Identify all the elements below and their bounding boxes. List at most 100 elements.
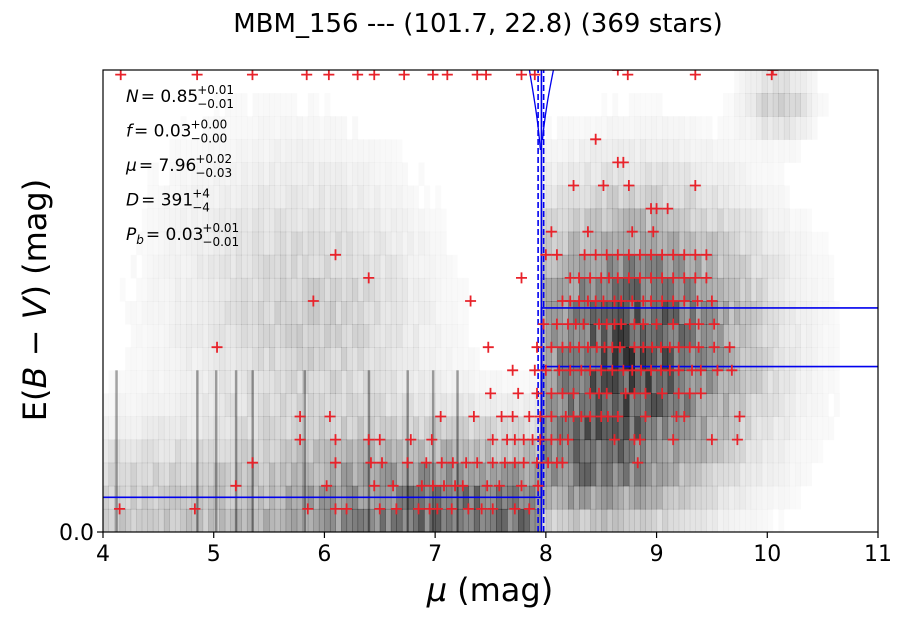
density-cell — [424, 277, 431, 302]
density-cell — [507, 416, 514, 441]
density-cell — [446, 278, 452, 302]
density-cell — [767, 462, 774, 487]
density-cell — [562, 208, 569, 233]
density-cell — [424, 186, 430, 210]
density-cell — [191, 162, 198, 186]
density-cell — [341, 116, 347, 140]
density-cell — [346, 393, 353, 417]
density-cell — [706, 416, 713, 441]
density-cell — [568, 301, 575, 325]
density-cell — [252, 231, 259, 256]
density-cell — [180, 393, 187, 417]
density-cell — [252, 439, 259, 464]
density-cell — [341, 462, 348, 487]
star-marker — [431, 503, 443, 515]
density-cell — [673, 370, 680, 394]
density-cell — [235, 185, 242, 210]
density-cell — [783, 416, 790, 441]
density-cell — [341, 393, 348, 417]
density-cell — [662, 116, 669, 140]
density-cell — [556, 370, 563, 394]
density-cell — [191, 416, 198, 441]
density-cell — [595, 508, 602, 532]
density-cell — [623, 116, 629, 140]
density-cell — [335, 277, 342, 302]
density-cell — [551, 208, 558, 233]
density-cell — [435, 209, 441, 233]
star-marker — [553, 364, 565, 376]
density-cell — [612, 439, 619, 464]
density-cell — [574, 139, 580, 163]
density-cell — [628, 347, 635, 371]
density-cell — [318, 439, 325, 464]
density-cell — [246, 254, 253, 279]
density-cell — [562, 277, 569, 302]
star-marker — [590, 133, 602, 145]
density-cell — [357, 254, 364, 279]
density-cell — [352, 462, 359, 487]
density-cell — [590, 254, 597, 279]
star-marker — [189, 503, 201, 515]
density-cell — [750, 439, 757, 464]
density-cell — [783, 93, 790, 117]
density-cell — [590, 185, 597, 210]
density-cell — [307, 462, 314, 487]
density-cell — [762, 139, 768, 163]
density-cell — [645, 231, 652, 256]
density-cell — [358, 139, 364, 163]
x-tick-label: 7 — [428, 542, 442, 567]
density-cell — [568, 254, 575, 279]
density-cell — [728, 277, 735, 302]
density-cell — [789, 486, 795, 510]
density-cell — [191, 277, 198, 302]
density-cell — [728, 208, 735, 233]
density-cell — [440, 393, 447, 417]
density-cell — [501, 462, 508, 487]
density-cell — [142, 255, 148, 279]
density-cell — [745, 208, 752, 233]
density-cell — [202, 231, 209, 256]
density-cell — [617, 347, 624, 371]
density-cell — [612, 231, 619, 256]
density-cell — [285, 185, 292, 210]
density-cell — [789, 393, 796, 417]
density-cell — [562, 324, 569, 348]
density-cell — [617, 277, 624, 302]
density-cell — [711, 393, 718, 417]
density-cell — [740, 509, 746, 533]
density-cell — [263, 254, 270, 279]
density-cell — [103, 439, 110, 464]
density-cell — [274, 439, 281, 464]
density-cell — [424, 439, 431, 464]
density-cell — [584, 231, 591, 256]
density-cell — [158, 416, 165, 441]
density-cell — [186, 416, 193, 441]
density-cell — [783, 277, 790, 302]
density-cell — [329, 231, 336, 256]
density-cell — [579, 231, 586, 256]
star-marker — [645, 249, 657, 261]
density-cell — [651, 185, 658, 210]
density-cell — [595, 139, 602, 163]
density-cell — [606, 116, 613, 140]
density-cell — [230, 277, 237, 302]
density-cell — [307, 370, 314, 394]
density-cell — [335, 393, 342, 417]
density-cell — [418, 231, 425, 256]
density-cell — [556, 254, 563, 279]
density-cell — [324, 393, 331, 417]
density-cell — [634, 416, 641, 441]
density-cell — [208, 324, 215, 348]
density-cell — [213, 162, 220, 186]
star-marker — [634, 272, 646, 284]
density-cell — [202, 393, 209, 417]
parameter-value: = 0.03 — [146, 225, 204, 245]
density-cell — [812, 232, 818, 256]
density-cell — [568, 139, 575, 163]
density-cell — [645, 301, 652, 325]
density-cell — [634, 93, 640, 117]
density-cell — [235, 439, 242, 464]
density-cell — [739, 208, 746, 233]
density-cell — [296, 347, 303, 371]
star-marker — [532, 480, 544, 492]
